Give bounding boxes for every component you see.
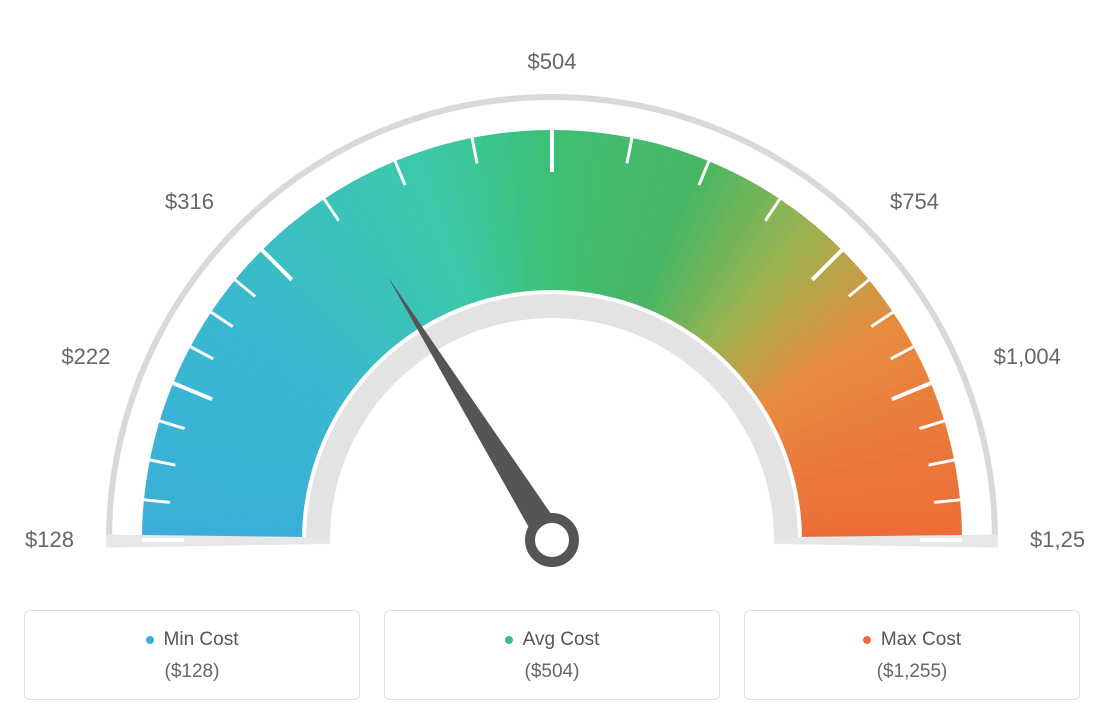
legend-label: Avg Cost bbox=[523, 629, 600, 651]
legend-card-min: Min Cost ($128) bbox=[24, 610, 360, 700]
gauge-svg: $128 $222 $316 $504 $754 $1,004 $1,255 bbox=[20, 20, 1084, 580]
legend-value-min: ($128) bbox=[37, 661, 347, 683]
legend-title-min: Min Cost bbox=[146, 629, 239, 651]
dot-icon bbox=[863, 636, 871, 644]
gauge-tick-label: $504 bbox=[528, 49, 577, 74]
dot-icon bbox=[146, 636, 154, 644]
legend-title-avg: Avg Cost bbox=[505, 629, 600, 651]
dot-icon bbox=[505, 636, 513, 644]
legend-label: Min Cost bbox=[164, 629, 239, 651]
gauge-tick-label: $754 bbox=[890, 189, 939, 214]
gauge-tick-label: $1,004 bbox=[994, 344, 1061, 369]
legend-row: Min Cost ($128) Avg Cost ($504) Max Cost… bbox=[20, 610, 1084, 700]
legend-card-avg: Avg Cost ($504) bbox=[384, 610, 720, 700]
legend-value-max: ($1,255) bbox=[757, 661, 1067, 683]
gauge-tick-label: $316 bbox=[165, 189, 214, 214]
legend-title-max: Max Cost bbox=[863, 629, 961, 651]
cost-gauge-chart: $128 $222 $316 $504 $754 $1,004 $1,255 Min Cos… bbox=[20, 20, 1084, 700]
legend-card-max: Max Cost ($1,255) bbox=[744, 610, 1080, 700]
gauge-tick-label: $128 bbox=[25, 527, 74, 552]
legend-label: Max Cost bbox=[881, 629, 961, 651]
gauge-tick-label: $222 bbox=[61, 344, 110, 369]
gauge-tick-label: $1,255 bbox=[1030, 527, 1084, 552]
legend-value-avg: ($504) bbox=[397, 661, 707, 683]
